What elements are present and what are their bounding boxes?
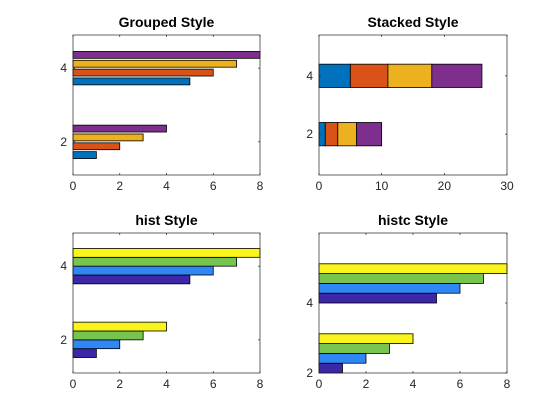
stacked-bar xyxy=(337,122,357,147)
hist-x-tick-label: 0 xyxy=(70,377,77,391)
histc-bar xyxy=(318,343,390,354)
grouped-bar xyxy=(72,51,261,59)
stacked-x-tick-label: 20 xyxy=(438,179,452,193)
grouped-title: Grouped Style xyxy=(119,14,215,30)
hist-title: hist Style xyxy=(135,212,197,228)
grouped-bar xyxy=(72,124,167,133)
grouped-bar xyxy=(72,68,214,77)
grouped-bar xyxy=(72,59,238,68)
histc-x-tick-label: 0 xyxy=(316,377,323,391)
grouped-bar xyxy=(72,142,121,151)
histc-x-tick-label: 8 xyxy=(504,377,511,391)
hist-y-tick-label: 4 xyxy=(60,259,67,273)
hist-bar xyxy=(72,321,167,332)
grouped-bar xyxy=(72,77,191,86)
chart-hist: 0 2 4 6 8 2 4 hist Style xyxy=(60,212,263,391)
stacked-bar xyxy=(324,122,339,147)
grouped-x-tick-label: 4 xyxy=(163,179,170,193)
hist-x-tick-label: 8 xyxy=(257,377,264,391)
stacked-title: Stacked Style xyxy=(367,14,458,30)
grouped-bar xyxy=(72,151,97,159)
hist-bar xyxy=(72,330,144,341)
stacked-x-tick-label: 10 xyxy=(375,179,389,193)
hist-bar xyxy=(72,248,261,258)
histc-bar xyxy=(318,273,484,284)
stacked-bar xyxy=(431,63,483,88)
hist-x-tick-label: 2 xyxy=(116,377,123,391)
hist-bar xyxy=(72,274,191,285)
hist-bar xyxy=(72,265,214,276)
chart-grouped: 0 2 4 6 8 2 4 Grouped Style xyxy=(60,14,263,193)
stacked-x-tick-label: 30 xyxy=(500,179,514,193)
hist-bar xyxy=(72,339,121,350)
grouped-y-tick-label: 2 xyxy=(60,135,67,149)
grouped-x-tick-label: 0 xyxy=(70,179,77,193)
histc-x-tick-label: 4 xyxy=(410,377,417,391)
histc-y-tick-label: 2 xyxy=(306,366,313,380)
grouped-bar xyxy=(72,133,144,142)
stacked-y-tick-label: 4 xyxy=(306,69,313,83)
grouped-x-tick-label: 6 xyxy=(210,179,217,193)
stacked-y-tick-label: 2 xyxy=(306,127,313,141)
histc-x-tick-label: 6 xyxy=(457,377,464,391)
stacked-x-tick-label: 0 xyxy=(316,179,323,193)
hist-x-tick-label: 4 xyxy=(163,377,170,391)
histc-bar xyxy=(318,292,437,304)
histc-y-tick-label: 4 xyxy=(306,296,313,310)
histc-bar xyxy=(318,352,367,364)
histc-bar xyxy=(318,263,508,274)
grouped-x-tick-label: 8 xyxy=(257,179,264,193)
stacked-bar xyxy=(387,63,433,88)
stacked-bar xyxy=(318,63,351,88)
grouped-y-tick-label: 4 xyxy=(60,61,67,75)
stacked-axes-box xyxy=(318,34,508,176)
histc-bar xyxy=(318,333,414,344)
hist-bar xyxy=(72,348,97,358)
hist-y-tick-label: 2 xyxy=(60,333,67,347)
histc-x-tick-label: 2 xyxy=(363,377,370,391)
stacked-bar xyxy=(349,63,389,88)
grouped-x-tick-label: 2 xyxy=(116,179,123,193)
stacked-bar xyxy=(356,122,383,147)
histc-bar xyxy=(318,282,461,294)
hist-bar xyxy=(72,256,238,267)
histc-bar xyxy=(318,362,343,374)
hist-x-tick-label: 6 xyxy=(210,377,217,391)
chart-stacked: 0 10 20 30 2 4 Stacked Style xyxy=(306,14,514,193)
stacked-plot-area xyxy=(319,35,507,175)
histc-title: histc Style xyxy=(378,212,448,228)
